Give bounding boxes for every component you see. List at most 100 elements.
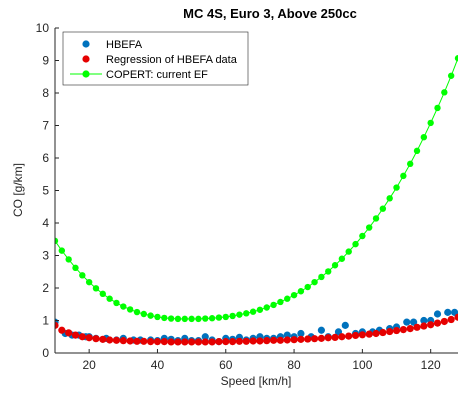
series-3-point bbox=[311, 278, 318, 286]
series-2-point bbox=[194, 338, 203, 346]
series-1-point bbox=[201, 333, 209, 341]
y-tick-label: 8 bbox=[42, 86, 49, 100]
series-2-point bbox=[269, 336, 278, 344]
series-3-point bbox=[434, 104, 441, 112]
series-3-point bbox=[345, 248, 352, 255]
y-tick-label: 6 bbox=[42, 151, 49, 165]
series-3-point bbox=[140, 310, 147, 318]
series-3-point bbox=[133, 308, 141, 316]
series-3-point bbox=[427, 119, 434, 127]
legend-label: COPERT: current EF bbox=[106, 69, 208, 81]
series-3-point bbox=[406, 160, 414, 168]
axes-layer: 20 40 60 80 100 120 0 1 2 3 4 5 6 7 8 9 10 bbox=[36, 21, 458, 372]
series-layer bbox=[55, 55, 458, 346]
series-2-point bbox=[440, 317, 448, 326]
series-2-point bbox=[228, 338, 237, 346]
series-3-point bbox=[277, 298, 284, 306]
y-tick-label: 10 bbox=[36, 21, 50, 35]
series-3-point bbox=[372, 215, 380, 222]
series-2-point bbox=[379, 328, 387, 337]
series-2-point bbox=[372, 329, 380, 338]
series-3-point bbox=[120, 303, 127, 310]
series-3-point bbox=[243, 310, 250, 317]
series-1-point bbox=[410, 318, 418, 326]
series-3-point bbox=[420, 134, 428, 141]
x-tick-label: 120 bbox=[421, 358, 441, 372]
legend-item-1: HBEFA bbox=[82, 39, 143, 51]
series-3-point bbox=[290, 291, 298, 299]
series-2-point bbox=[106, 336, 114, 344]
series-3-point bbox=[249, 308, 257, 315]
series-2-point bbox=[242, 337, 250, 345]
series-3-point bbox=[55, 237, 59, 245]
series-2-point bbox=[188, 338, 196, 346]
x-axis-label: Speed [km/h] bbox=[221, 374, 292, 388]
series-2-point bbox=[55, 321, 59, 329]
series-2-point bbox=[181, 338, 189, 346]
series-2-point bbox=[160, 338, 168, 346]
series-3-point bbox=[161, 314, 168, 322]
series-2-point bbox=[433, 319, 442, 327]
series-2-point bbox=[317, 334, 325, 342]
legend-box bbox=[62, 31, 249, 86]
series-2-point bbox=[297, 335, 305, 343]
series-3-point bbox=[154, 313, 161, 321]
series-2-point bbox=[65, 329, 73, 337]
series-2-point bbox=[208, 338, 216, 346]
series-3-point bbox=[256, 306, 264, 313]
series-3-point bbox=[229, 312, 236, 320]
series-3-point bbox=[284, 295, 291, 302]
series-3-point bbox=[393, 184, 400, 191]
x-tick-label: 20 bbox=[82, 358, 96, 372]
series-3-point bbox=[270, 301, 277, 309]
series-3-point bbox=[65, 256, 72, 263]
series-3-point bbox=[413, 147, 421, 155]
series-2-point bbox=[215, 338, 223, 346]
series-3-point bbox=[126, 306, 134, 313]
series-3-point bbox=[85, 278, 93, 286]
series-2-point bbox=[406, 325, 414, 333]
series-2-point bbox=[222, 338, 230, 346]
legend: HBEFA Regression of HBEFA data COPERT: cur… bbox=[62, 31, 249, 86]
series-2-point bbox=[392, 326, 401, 335]
series-3-point bbox=[202, 315, 209, 322]
series-3-point bbox=[325, 268, 332, 275]
series-2-point bbox=[140, 337, 148, 345]
x-tick-label: 100 bbox=[352, 358, 372, 372]
series-2-point bbox=[276, 336, 285, 344]
series-3-point bbox=[99, 290, 107, 298]
series-2-point bbox=[365, 330, 373, 338]
y-axis-label: CO [g/km] bbox=[11, 163, 25, 217]
series-3-point bbox=[167, 315, 175, 322]
chart-title: MC 4S, Euro 3, Above 250cc bbox=[183, 6, 357, 21]
series-1-point bbox=[444, 308, 452, 316]
series-2-point bbox=[58, 326, 66, 334]
series-3-point bbox=[386, 195, 393, 202]
series-2-point bbox=[126, 337, 134, 345]
series-2-point bbox=[133, 337, 141, 345]
series-2-point bbox=[338, 333, 346, 341]
series-2-point bbox=[263, 337, 271, 345]
legend-marker bbox=[82, 70, 90, 78]
series-3-point bbox=[366, 224, 373, 231]
series-2-point bbox=[399, 326, 407, 334]
legend-label: Regression of HBEFA data bbox=[106, 54, 238, 66]
series-2-point bbox=[92, 335, 100, 343]
legend-item-3: COPERT: current EF bbox=[70, 69, 208, 81]
y-tick-label: 5 bbox=[42, 184, 49, 198]
series-3-point bbox=[58, 247, 66, 254]
series-3-point bbox=[222, 313, 229, 321]
series-2-point bbox=[290, 336, 298, 344]
series-1-point bbox=[420, 316, 428, 325]
series-3-point bbox=[72, 264, 79, 272]
series-3-point bbox=[379, 205, 387, 212]
series-3-point bbox=[304, 283, 311, 291]
series-2-point bbox=[85, 334, 93, 342]
series-2-point bbox=[331, 333, 339, 341]
series-2-point bbox=[324, 334, 332, 342]
series-3-point bbox=[106, 295, 113, 302]
series-2-point bbox=[304, 335, 312, 343]
series-2-point bbox=[447, 315, 455, 324]
y-tick-label: 7 bbox=[42, 119, 49, 133]
